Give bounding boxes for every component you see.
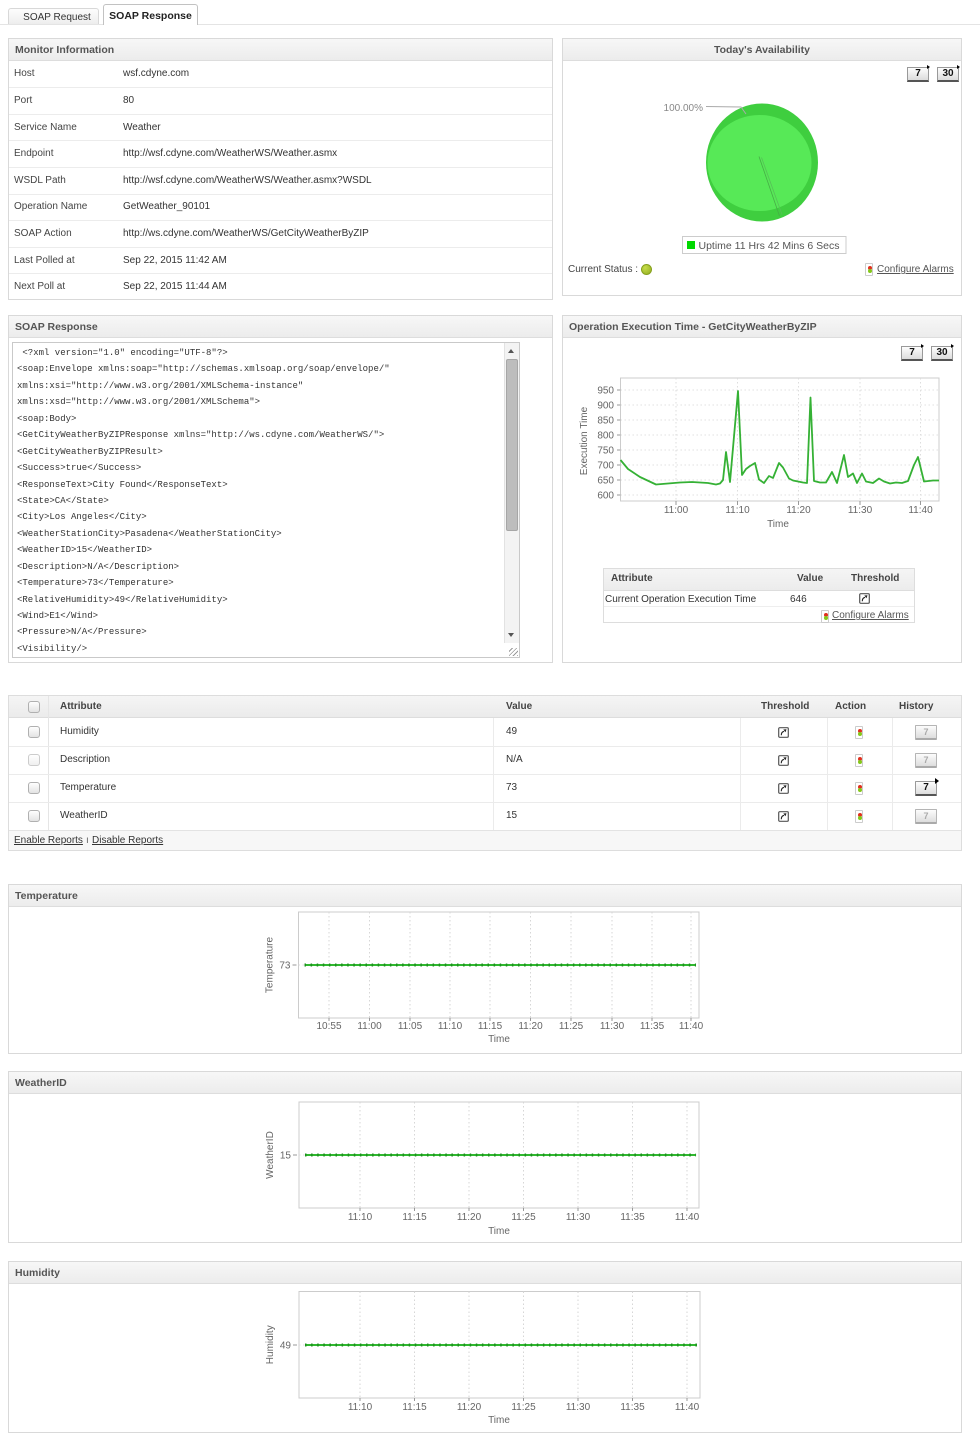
svg-text:Uptime 11 Hrs 42 Mins 6 Secs: Uptime 11 Hrs 42 Mins 6 Secs (699, 240, 840, 252)
svg-text:11:30: 11:30 (566, 1402, 591, 1413)
svg-text:11:00: 11:00 (664, 505, 689, 516)
svg-text:73: 73 (279, 961, 291, 972)
svg-text:11:05: 11:05 (398, 1021, 423, 1032)
svg-text:11:25: 11:25 (559, 1021, 584, 1032)
svg-text:650: 650 (597, 476, 614, 487)
svg-text:800: 800 (597, 431, 614, 442)
svg-text:11:25: 11:25 (511, 1402, 536, 1413)
svg-text:11:10: 11:10 (438, 1021, 463, 1032)
svg-text:Time: Time (767, 519, 789, 530)
svg-text:11:40: 11:40 (675, 1212, 700, 1223)
svg-text:Execution Time: Execution Time (579, 406, 590, 475)
svg-text:11:25: 11:25 (511, 1212, 536, 1223)
svg-text:Time: Time (488, 1226, 510, 1237)
svg-text:11:40: 11:40 (675, 1402, 700, 1413)
svg-text:700: 700 (597, 461, 614, 472)
svg-text:49: 49 (280, 1341, 292, 1352)
svg-text:11:30: 11:30 (600, 1021, 625, 1032)
svg-text:Humidity: Humidity (265, 1325, 276, 1364)
svg-text:Time: Time (488, 1415, 510, 1426)
svg-text:11:15: 11:15 (402, 1402, 427, 1413)
svg-text:11:40: 11:40 (908, 505, 933, 516)
svg-text:11:00: 11:00 (357, 1021, 382, 1032)
svg-text:11:15: 11:15 (478, 1021, 503, 1032)
svg-text:11:35: 11:35 (620, 1402, 645, 1413)
svg-text:100.00%: 100.00% (664, 103, 704, 114)
svg-text:11:10: 11:10 (348, 1402, 373, 1413)
svg-text:11:20: 11:20 (457, 1212, 482, 1223)
svg-text:11:10: 11:10 (348, 1212, 373, 1223)
svg-text:11:20: 11:20 (457, 1402, 482, 1413)
svg-text:15: 15 (280, 1151, 292, 1162)
svg-text:11:35: 11:35 (620, 1212, 645, 1223)
svg-text:11:20: 11:20 (786, 505, 811, 516)
svg-text:600: 600 (597, 491, 614, 502)
svg-text:11:10: 11:10 (725, 505, 750, 516)
svg-text:11:35: 11:35 (640, 1021, 665, 1032)
svg-text:Temperature: Temperature (265, 936, 276, 993)
svg-text:Time: Time (488, 1034, 510, 1045)
svg-text:850: 850 (597, 416, 614, 427)
svg-text:950: 950 (597, 386, 614, 397)
svg-text:11:15: 11:15 (402, 1212, 427, 1223)
svg-text:11:30: 11:30 (848, 505, 873, 516)
svg-text:750: 750 (597, 446, 614, 457)
svg-text:11:40: 11:40 (679, 1021, 704, 1032)
svg-text:900: 900 (597, 401, 614, 412)
svg-text:11:20: 11:20 (518, 1021, 543, 1032)
svg-text:11:30: 11:30 (566, 1212, 591, 1223)
svg-text:WeatherID: WeatherID (265, 1131, 276, 1179)
svg-text:10:55: 10:55 (316, 1021, 341, 1032)
